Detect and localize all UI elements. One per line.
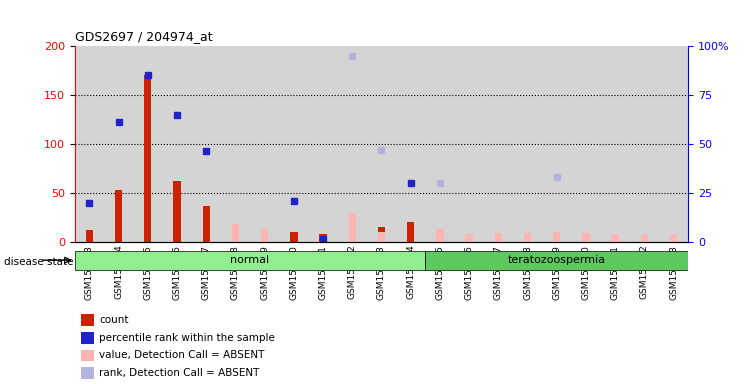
Bar: [232, 224, 239, 242]
Bar: [115, 190, 122, 242]
Bar: [75, 251, 426, 270]
Bar: [494, 234, 502, 242]
Bar: [455, 46, 484, 242]
Bar: [349, 213, 356, 242]
Bar: [104, 46, 133, 242]
Text: value, Detection Call = ABSENT: value, Detection Call = ABSENT: [99, 350, 265, 360]
Bar: [203, 206, 210, 242]
Bar: [465, 234, 473, 242]
Bar: [290, 232, 298, 242]
Text: GDS2697 / 204974_at: GDS2697 / 204974_at: [75, 30, 212, 43]
Text: disease state: disease state: [4, 257, 73, 267]
Bar: [75, 46, 104, 242]
Bar: [612, 234, 619, 242]
Bar: [319, 234, 327, 242]
Bar: [378, 232, 385, 242]
Bar: [524, 233, 531, 242]
Bar: [81, 314, 94, 326]
Bar: [553, 232, 560, 242]
Bar: [659, 46, 688, 242]
Bar: [191, 46, 221, 242]
Bar: [641, 235, 648, 242]
Bar: [630, 46, 659, 242]
Bar: [494, 233, 502, 242]
Bar: [367, 46, 396, 242]
Bar: [484, 46, 513, 242]
Bar: [426, 251, 688, 270]
Bar: [144, 76, 151, 242]
Bar: [308, 46, 337, 242]
Bar: [81, 332, 94, 344]
Bar: [407, 222, 414, 242]
Bar: [250, 46, 279, 242]
Bar: [601, 46, 630, 242]
Bar: [221, 46, 250, 242]
Bar: [436, 229, 444, 242]
Text: rank, Detection Call = ABSENT: rank, Detection Call = ABSENT: [99, 368, 260, 378]
Bar: [582, 233, 589, 242]
Text: count: count: [99, 315, 129, 325]
Bar: [174, 181, 181, 242]
Bar: [81, 367, 94, 379]
Text: percentile rank within the sample: percentile rank within the sample: [99, 333, 275, 343]
Bar: [261, 229, 269, 242]
Text: normal: normal: [230, 255, 269, 265]
Bar: [396, 46, 426, 242]
Bar: [513, 46, 542, 242]
Bar: [571, 46, 601, 242]
Bar: [670, 234, 677, 242]
Bar: [81, 349, 94, 361]
Bar: [133, 46, 162, 242]
Bar: [378, 227, 385, 242]
Bar: [337, 46, 367, 242]
Bar: [426, 46, 455, 242]
Bar: [86, 230, 93, 242]
Text: teratozoospermia: teratozoospermia: [508, 255, 606, 265]
Bar: [162, 46, 191, 242]
Bar: [279, 46, 308, 242]
Bar: [542, 46, 571, 242]
